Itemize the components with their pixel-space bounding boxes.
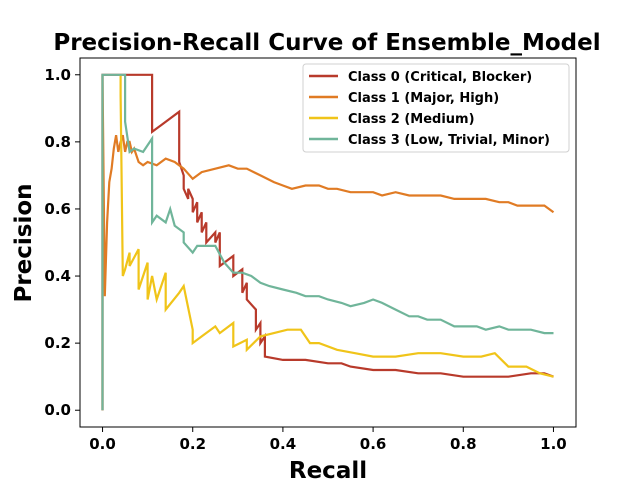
y-tick-label: 0.6: [44, 200, 71, 218]
y-tick-label: 0.0: [44, 401, 71, 419]
axes-frame: [79, 57, 577, 428]
x-axis-title: Recall: [289, 458, 367, 480]
y-tick-label: 0.2: [44, 334, 71, 352]
axis-ticks: 0.0 0.2 0.4 0.6 0.8 1.0 0.0 0.2 0.4 0.6 0.8 1.0: [44, 66, 566, 453]
x-tick-label: 1.0: [540, 435, 567, 453]
y-tick-label: 1.0: [44, 66, 71, 84]
legend-label-class-1: Class 1 (Major, High): [348, 91, 499, 106]
x-tick-label: 0.0: [89, 435, 116, 453]
y-tick-label: 0.4: [44, 267, 71, 285]
y-axis-title: Precision: [11, 183, 37, 302]
x-tick-label: 0.6: [360, 435, 387, 453]
x-tick-label: 0.2: [179, 435, 206, 453]
series-line-class-3: [101, 73, 554, 411]
legend-label-class-0: Class 0 (Critical, Blocker): [348, 70, 532, 85]
plot-area: [101, 73, 555, 411]
legend-label-class-2: Class 2 (Medium): [348, 112, 475, 127]
x-tick-label: 0.4: [270, 435, 297, 453]
legend-box: [302, 63, 570, 153]
chart-title: Precision-Recall Curve of Ensemble_Model: [53, 30, 600, 56]
legend-label-class-3: Class 3 (Low, Trivial, Minor): [348, 133, 550, 148]
x-tick-label: 0.8: [450, 435, 477, 453]
legend: Class 0 (Critical, Blocker) Class 1 (Majo…: [302, 63, 570, 153]
y-tick-label: 0.8: [44, 133, 71, 151]
series-line-class-2: [119, 74, 554, 378]
